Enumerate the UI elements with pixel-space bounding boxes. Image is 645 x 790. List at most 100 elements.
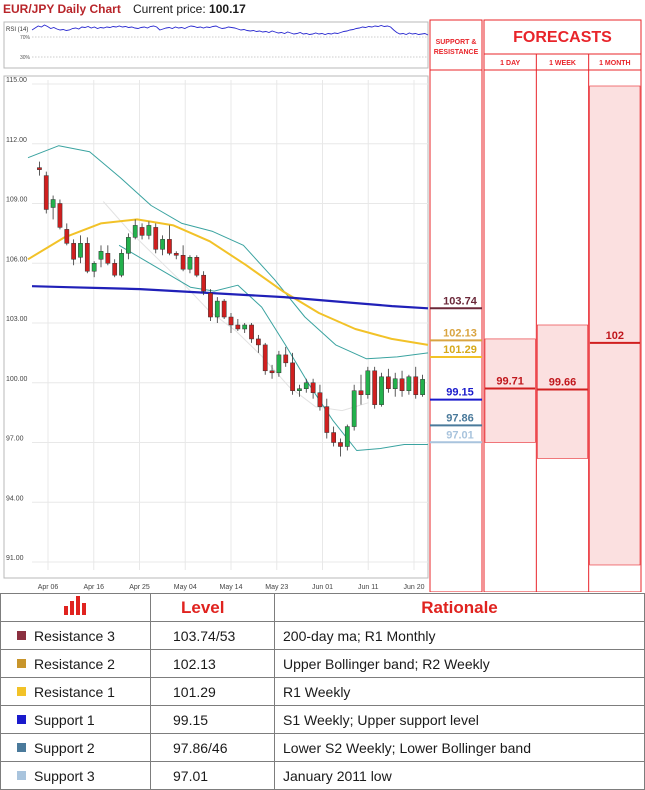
candle-down: [139, 227, 145, 236]
candle-down: [317, 392, 323, 407]
level-rationale-cell: Lower S2 Weekly; Lower Bollinger band: [274, 733, 645, 762]
level-value-cell: 97.86/46: [150, 733, 275, 762]
level-name-cell: Resistance 3: [0, 621, 151, 650]
chart-svg: RSI (14) 70% 30% 115.00 112.00 109.00 106.00 10…: [3, 19, 642, 593]
candle-down: [331, 432, 337, 443]
x-tick-label: Jun 11: [358, 584, 379, 591]
rsi-lower-tick: 30%: [20, 55, 31, 61]
levels-table: Level Rationale Resistance 3 103.74/53 200…: [0, 593, 645, 790]
candle-up: [242, 324, 248, 330]
x-tick-label: May 23: [265, 584, 288, 591]
candle-down: [290, 362, 295, 391]
bar-chart-icon: [0, 593, 151, 622]
levels-table-row: Support 3 97.01 January 2011 low: [0, 761, 645, 790]
sr-level-label: 103.74: [443, 295, 478, 307]
rsi-line: [31, 24, 429, 36]
candle-down: [173, 253, 179, 256]
x-tick-label: Apr 25: [129, 584, 150, 591]
candle-up: [119, 253, 124, 276]
candle-up: [392, 378, 398, 389]
level-name-cell: Resistance 2: [0, 649, 151, 678]
sr-level-label: 99.15: [446, 387, 474, 399]
forecast-value-label: 102: [606, 330, 624, 342]
x-tick-label: May 04: [174, 584, 197, 591]
x-tick-label: Jun 20: [403, 584, 424, 591]
level-name: Support 2: [34, 739, 95, 756]
forecast-range-box: [589, 85, 641, 566]
level-name: Resistance 1: [34, 683, 115, 700]
price-panel-frame: [3, 75, 429, 579]
candle-down: [324, 406, 330, 433]
candle-down: [112, 263, 118, 276]
candle-up: [214, 300, 220, 318]
x-tick-label: Apr 06: [38, 584, 59, 591]
x-tick-label: May 14: [220, 584, 243, 591]
candle-up: [297, 388, 302, 391]
level-value-cell: 103.74/53: [150, 621, 275, 650]
y-tick-label: 115.00: [6, 77, 27, 84]
level-rationale-cell: 200-day ma; R1 Monthly: [274, 621, 645, 650]
level-name-cell: Resistance 1: [0, 677, 151, 706]
candle-up: [344, 426, 350, 447]
candle-down: [255, 338, 261, 346]
rsi-label: RSI (14): [6, 27, 28, 33]
candle-down: [84, 243, 90, 272]
level-name: Support 3: [34, 767, 95, 784]
level-color-swatch: [17, 687, 26, 697]
rationale-column-header: Rationale: [274, 593, 645, 622]
levels-table-row: Resistance 3 103.74/53 200-day ma; R1 Mont…: [0, 621, 645, 650]
candle-up: [132, 225, 138, 238]
level-name-cell: Support 1: [0, 705, 151, 734]
level-rationale-cell: Upper Bollinger band; R2 Weekly: [274, 649, 645, 678]
bollinger-upper-line: [27, 145, 429, 360]
candle-up: [78, 243, 83, 258]
level-rationale-cell: S1 Weekly; Upper support level: [274, 705, 645, 734]
level-name-cell: Support 2: [0, 733, 151, 762]
x-tick-label: Apr 16: [83, 584, 104, 591]
y-tick-label: 106.00: [6, 256, 28, 263]
candle-down: [235, 324, 241, 330]
current-price-readout: Current price: 100.17: [133, 2, 246, 16]
y-tick-label: 91.00: [6, 555, 24, 562]
y-tick-label: 103.00: [6, 316, 28, 323]
candle-up: [50, 199, 56, 208]
y-tick-label: 109.00: [6, 197, 28, 204]
candle-up: [351, 390, 357, 427]
y-tick-label: 97.00: [6, 436, 24, 443]
sr-panel-frame: [429, 19, 483, 593]
candle-down: [71, 243, 77, 260]
candle-up: [187, 257, 193, 270]
candle-up: [91, 263, 97, 272]
bollinger-lower-line: [118, 244, 428, 451]
candle-down: [399, 378, 405, 391]
chart-stage: EUR/JPY Daily Chart Current price: 100.1…: [3, 2, 642, 593]
level-name-cell: Support 3: [0, 761, 151, 790]
levels-table-row: Resistance 1 101.29 R1 Weekly: [0, 677, 645, 706]
level-rationale-cell: January 2011 low: [274, 761, 645, 790]
ma-200-line: [31, 285, 429, 310]
forecast-title: FORECASTS: [513, 29, 612, 46]
candle-down: [221, 300, 227, 318]
forecast-column-label: 1 MONTH: [599, 60, 631, 67]
candle-down: [105, 253, 111, 264]
candle-up: [420, 379, 425, 395]
level-name: Support 1: [34, 711, 95, 728]
candle-down: [269, 370, 275, 374]
forecast-column-label: 1 DAY: [500, 60, 520, 67]
candle-up: [379, 376, 384, 405]
y-tick-label: 112.00: [6, 137, 27, 144]
forecast-column-label: 1 WEEK: [549, 60, 576, 67]
candle-down: [372, 370, 378, 405]
levels-table-row: Support 1 99.15 S1 Weekly; Upper support l…: [0, 705, 645, 734]
forecast-range-box: [484, 338, 536, 443]
sr-header-line2: RESISTANCE: [434, 49, 479, 56]
candle-down: [201, 274, 207, 292]
level-color-swatch: [17, 743, 26, 753]
candle-down: [385, 376, 391, 389]
level-name: Resistance 2: [34, 655, 115, 672]
candle-up: [146, 225, 152, 236]
forecast-value-label: 99.71: [496, 376, 524, 388]
candle-down: [358, 390, 364, 395]
sr-level-label: 97.01: [446, 429, 474, 441]
y-tick-label: 94.00: [6, 495, 24, 502]
